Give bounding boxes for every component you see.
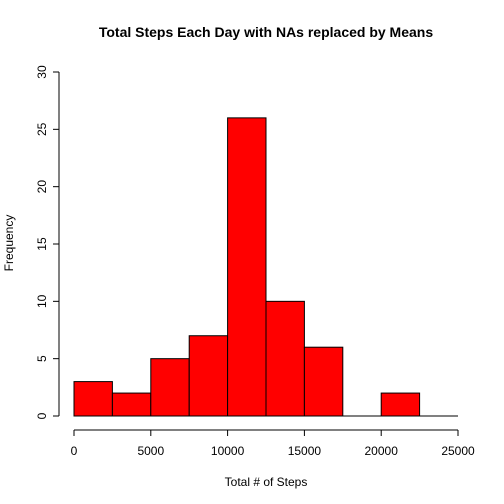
y-tick-label-3: 15 bbox=[35, 237, 49, 251]
histogram-bar-8 bbox=[380, 392, 421, 417]
y-tick-label-5: 25 bbox=[35, 122, 49, 136]
y-axis: 0 5 10 15 20 25 30 bbox=[35, 65, 60, 419]
y-tick-label-6: 30 bbox=[35, 65, 49, 79]
x-axis-label: Total # of Steps bbox=[225, 475, 308, 489]
histogram-bar-6 bbox=[303, 346, 344, 417]
histogram-bar-2 bbox=[150, 358, 190, 417]
x-tick-label-0: 0 bbox=[71, 444, 78, 458]
x-axis: 0 5000 10000 15000 20000 25000 bbox=[71, 429, 475, 458]
x-tick-label-3: 15000 bbox=[288, 444, 322, 458]
y-tick-label-1: 5 bbox=[35, 355, 49, 362]
histogram-bar-4 bbox=[227, 117, 267, 417]
bars-group bbox=[73, 117, 458, 417]
y-axis-label: Frequency bbox=[2, 215, 16, 272]
y-tick-label-0: 0 bbox=[35, 412, 49, 419]
y-tick-label-2: 10 bbox=[35, 294, 49, 308]
x-tick-label-2: 10000 bbox=[211, 444, 245, 458]
histogram-bar-1 bbox=[111, 392, 152, 417]
histogram-bar-0 bbox=[73, 381, 113, 417]
x-tick-label-1: 5000 bbox=[137, 444, 164, 458]
x-tick-label-5: 25000 bbox=[441, 444, 475, 458]
x-tick-label-4: 20000 bbox=[365, 444, 399, 458]
histogram-bar-5 bbox=[265, 300, 305, 417]
y-tick-label-4: 20 bbox=[35, 180, 49, 194]
chart-title: Total Steps Each Day with NAs replaced b… bbox=[99, 24, 433, 40]
histogram-bar-3 bbox=[188, 335, 229, 417]
